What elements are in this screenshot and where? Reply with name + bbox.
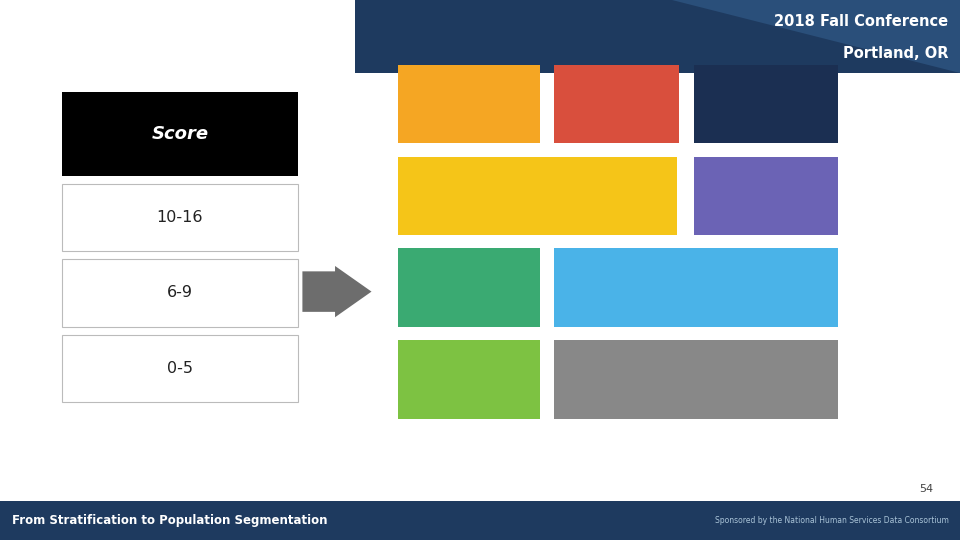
Text: Portland, OR: Portland, OR	[843, 46, 948, 62]
Bar	[62, 184, 298, 251]
Polygon shape	[672, 0, 960, 73]
Bar	[398, 157, 677, 235]
Bar	[62, 92, 298, 176]
Bar	[694, 157, 838, 235]
Bar	[398, 65, 540, 143]
Bar	[398, 340, 540, 418]
Bar	[0, 0, 355, 73]
Bar	[398, 248, 540, 327]
FancyArrow shape	[302, 266, 372, 317]
Text: Sponsored by the National Human Services Data Consortium: Sponsored by the National Human Services…	[714, 516, 948, 525]
Bar	[62, 259, 298, 327]
Text: From Stratification to Population Segmentation: From Stratification to Population Segmen…	[12, 514, 327, 527]
Bar	[554, 65, 679, 143]
Text: 6-9: 6-9	[167, 286, 193, 300]
Text: 0-5: 0-5	[167, 361, 193, 376]
Bar	[554, 248, 838, 327]
Text: 10-16: 10-16	[156, 210, 204, 225]
Bar	[554, 340, 838, 418]
Bar	[0, 501, 960, 540]
Bar	[0, 0, 960, 73]
Text: 54: 54	[919, 484, 933, 494]
Bar	[62, 335, 298, 402]
Bar	[694, 65, 838, 143]
Text: Score: Score	[152, 125, 208, 143]
Text: 2018 Fall Conference: 2018 Fall Conference	[775, 14, 948, 29]
